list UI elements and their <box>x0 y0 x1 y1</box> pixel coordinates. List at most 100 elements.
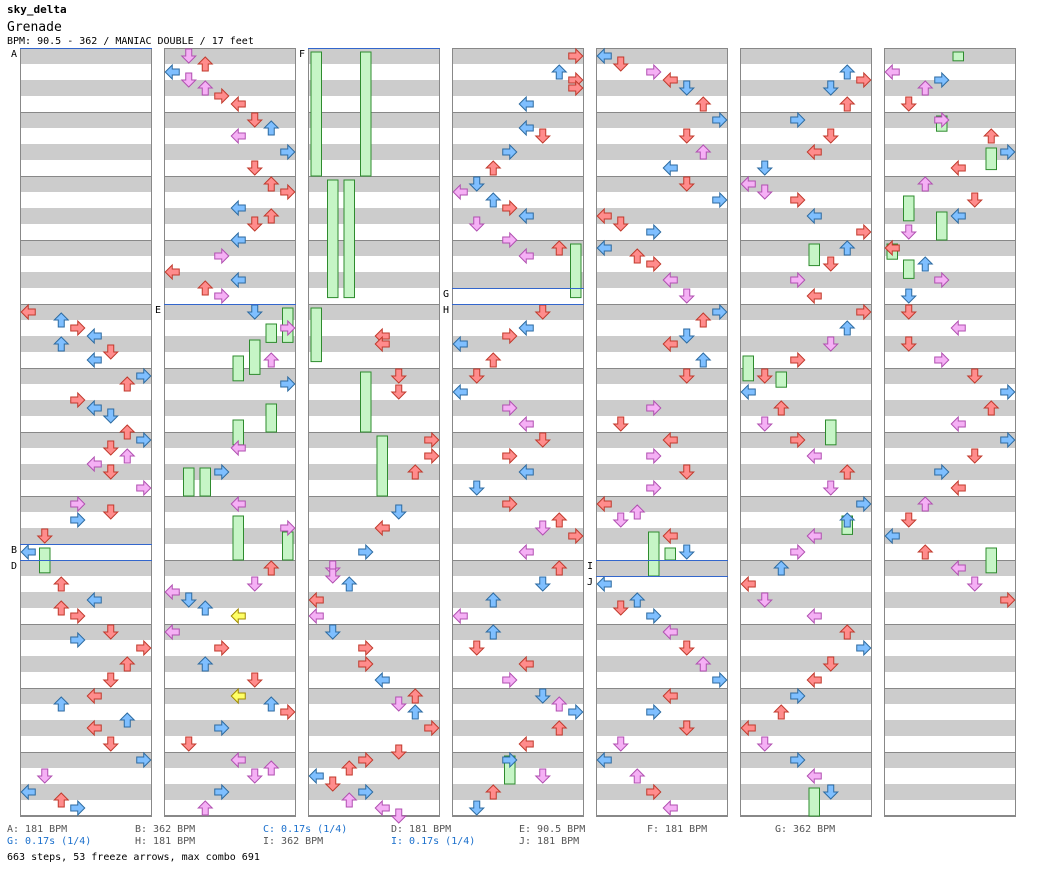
step-arrow-down <box>678 288 695 304</box>
step-arrow-right <box>712 191 728 209</box>
beat-stripe <box>20 752 152 768</box>
freeze-arrow <box>376 435 388 497</box>
step-arrow-right <box>790 751 806 769</box>
beat-stripe <box>20 720 152 736</box>
beat-stripe <box>20 48 152 64</box>
step-arrow-right <box>712 111 728 129</box>
step-arrow-right <box>568 47 584 65</box>
step-arrow-down <box>390 744 407 760</box>
beat-stripe <box>308 144 440 160</box>
step-arrow-left <box>596 751 612 769</box>
step-arrow-left <box>662 687 678 705</box>
step-arrow-right <box>790 431 806 449</box>
beat-stripe <box>308 176 440 192</box>
beat-stripe <box>596 400 728 416</box>
step-arrow-right <box>646 783 662 801</box>
step-arrow-right <box>856 303 872 321</box>
step-arrow-down <box>102 464 119 480</box>
step-arrow-down <box>900 96 917 112</box>
step-arrow-left <box>518 415 534 433</box>
legend-g: G: 362 BPM <box>775 824 836 835</box>
beat-stripe <box>164 272 296 288</box>
step-arrow-up <box>551 240 568 256</box>
legend-d: D: 181 BPM <box>391 824 452 835</box>
beat-stripe <box>308 48 440 64</box>
step-arrow-up <box>197 280 214 296</box>
step-arrow-down <box>900 304 917 320</box>
beat-stripe <box>308 752 440 768</box>
chart-column <box>308 48 440 817</box>
step-arrow-right <box>568 703 584 721</box>
step-arrow-left <box>884 239 900 257</box>
step-arrow-up <box>917 496 934 512</box>
step-arrow-right <box>358 783 374 801</box>
step-arrow-up <box>695 656 712 672</box>
freeze-arrow <box>952 51 964 62</box>
step-arrow-down <box>678 544 695 560</box>
step-arrow-left <box>740 575 756 593</box>
beat-stripe <box>20 208 152 224</box>
step-arrow-left <box>662 431 678 449</box>
step-arrow-down <box>756 368 773 384</box>
freeze-arrow <box>310 307 322 363</box>
legend-row: G: 0.17s (1/4) H: 181 BPM I: 362 BPM I: … <box>7 836 1007 848</box>
beat-stripe <box>164 240 296 256</box>
step-arrow-right <box>214 783 230 801</box>
beat-stripe <box>452 272 584 288</box>
beat-stripe <box>20 464 152 480</box>
beat-stripe <box>596 208 728 224</box>
step-arrow-right <box>934 71 950 89</box>
step-arrow-left <box>518 319 534 337</box>
step-arrow-left <box>374 335 390 353</box>
step-arrow-up <box>551 720 568 736</box>
beat-stripe <box>740 624 872 640</box>
step-arrow-left <box>374 799 390 817</box>
freeze-arrow <box>232 355 244 382</box>
step-arrow-right <box>424 719 440 737</box>
freeze-arrow <box>742 355 754 382</box>
freeze-arrow <box>310 51 322 177</box>
step-arrow-down <box>900 336 917 352</box>
beat-stripe <box>308 784 440 800</box>
beat-stripe <box>164 464 296 480</box>
step-arrow-up <box>341 760 358 776</box>
step-arrow-left <box>518 543 534 561</box>
step-arrow-down <box>822 784 839 800</box>
step-arrow-down <box>678 640 695 656</box>
step-arrow-left <box>164 263 180 281</box>
step-arrow-left <box>164 583 180 601</box>
step-arrow-down <box>36 528 53 544</box>
beat-stripe <box>884 304 1016 320</box>
beat-stripe <box>452 464 584 480</box>
beat-stripe <box>164 400 296 416</box>
step-arrow-right <box>358 639 374 657</box>
step-arrow-right <box>646 223 662 241</box>
beat-stripe <box>308 368 440 384</box>
freeze-arrow <box>808 787 820 817</box>
beat-stripe <box>164 368 296 384</box>
beat-stripe <box>20 784 152 800</box>
beat-stripe <box>884 144 1016 160</box>
step-arrow-left <box>806 143 822 161</box>
step-arrow-up <box>629 504 646 520</box>
freeze-arrow <box>282 531 294 561</box>
step-arrow-up <box>629 248 646 264</box>
beat-stripe <box>164 48 296 64</box>
freeze-arrow <box>199 467 211 497</box>
beat-stripe <box>164 208 296 224</box>
beat-stripe <box>452 592 584 608</box>
step-arrow-down <box>468 368 485 384</box>
step-arrow-up <box>119 448 136 464</box>
step-arrow-left <box>230 199 246 217</box>
freeze-arrow <box>648 531 660 577</box>
beat-stripe <box>308 720 440 736</box>
step-arrow-right <box>502 143 518 161</box>
step-arrow-left <box>950 159 966 177</box>
step-arrow-right <box>568 527 584 545</box>
step-arrow-up <box>341 792 358 808</box>
step-arrow-down <box>966 576 983 592</box>
step-arrow-down <box>966 448 983 464</box>
step-arrow-up <box>407 704 424 720</box>
step-arrow-right <box>502 231 518 249</box>
beat-stripe <box>884 752 1016 768</box>
